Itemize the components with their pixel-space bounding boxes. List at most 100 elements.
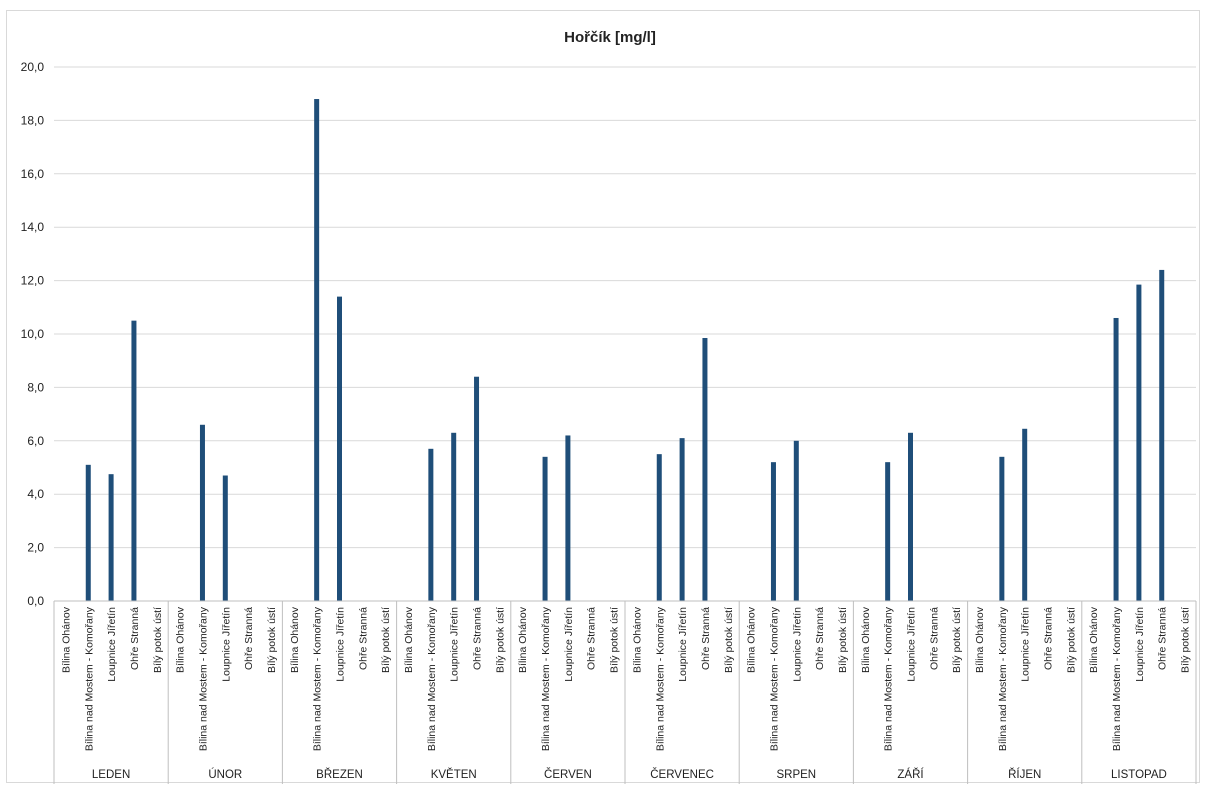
x-category-label: Loupnice Jířetín (106, 607, 118, 682)
x-category-label: Bílina Ohánov (60, 606, 72, 673)
bar (108, 474, 114, 601)
x-category-label: Bílý potok ústí (1180, 607, 1192, 673)
x-group-label: BŘEZEN (316, 768, 363, 781)
x-group-label: ÚNOR (208, 768, 242, 781)
x-category-label: Bílina Ohánov (289, 606, 301, 673)
bar (1113, 317, 1119, 601)
bar (885, 462, 891, 601)
x-category-label: Ohře Stranná (129, 607, 141, 670)
x-group-label: ČERVENEC (650, 768, 714, 781)
bar (85, 464, 91, 601)
x-category-label: Bílina Ohánov (517, 606, 529, 673)
x-category-label: Bílina Ohánov (175, 606, 187, 673)
bar (770, 462, 776, 601)
x-category-label: Bílý potok ústí (723, 607, 735, 673)
x-category-label: Bílý potok ústí (380, 607, 392, 673)
x-category-label: Bílina Ohánov (974, 606, 986, 673)
x-category-label: Bílina Ohánov (860, 606, 872, 673)
x-category-label: Bílina Ohánov (631, 606, 643, 673)
x-category-label: Bílina Ohánov (1088, 606, 1100, 673)
bar (565, 435, 571, 601)
x-category-label: Bílý potok ústí (266, 607, 278, 673)
x-category-label: Ohře Stranná (928, 607, 940, 670)
bar (679, 438, 685, 601)
x-category-label: Bílina nad Mostem - Komořany (540, 606, 552, 751)
y-tick-label: 16,0 (21, 167, 45, 181)
y-tick-label: 8,0 (27, 380, 44, 394)
x-category-label: Bílina nad Mostem - Komořany (883, 606, 895, 751)
x-category-label: Ohře Stranná (472, 607, 484, 670)
y-tick-label: 18,0 (21, 113, 45, 127)
x-category-label: Bílina Ohánov (403, 606, 415, 673)
chart-frame (6, 10, 1200, 783)
chart-title: Hořčík [mg/l] (564, 29, 656, 46)
x-category-label: Ohře Stranná (814, 607, 826, 670)
x-group-label: KVĚTEN (431, 768, 477, 781)
x-category-label: Loupnice Jířetín (449, 607, 461, 682)
y-tick-label: 0,0 (27, 594, 44, 608)
x-category-label: Loupnice Jířetín (791, 607, 803, 682)
x-category-label: Bílý potok ústí (609, 607, 621, 673)
x-category-label: Ohře Stranná (700, 607, 712, 670)
bar (908, 432, 913, 601)
x-group-label: ČERVEN (544, 768, 592, 781)
y-tick-label: 20,0 (21, 60, 45, 74)
bar (542, 456, 548, 601)
y-tick-label: 6,0 (27, 434, 44, 448)
bar (793, 440, 799, 601)
x-category-label: Bílina nad Mostem - Komořany (654, 606, 666, 751)
bar (999, 456, 1005, 601)
x-category-label: Bílý potok ústí (951, 607, 963, 673)
x-group-label: LISTOPAD (1111, 769, 1167, 781)
bar (222, 475, 228, 601)
y-tick-label: 4,0 (27, 487, 44, 501)
x-category-label: Bílina nad Mostem - Komořany (1111, 606, 1123, 751)
bar (656, 454, 662, 601)
x-category-label: Loupnice Jířetín (563, 607, 575, 682)
x-category-label: Bílina nad Mostem - Komořany (83, 606, 95, 751)
bar (474, 376, 480, 601)
bar (1159, 269, 1165, 601)
y-tick-label: 2,0 (27, 541, 44, 555)
x-category-label: Bílina nad Mostem - Komořany (768, 606, 780, 751)
x-category-label: Ohře Stranná (357, 607, 369, 670)
x-category-label: Bílý potok ústí (152, 607, 164, 673)
bars (85, 99, 1165, 601)
bar (702, 338, 708, 601)
x-category-label: Loupnice Jířetín (335, 607, 347, 682)
x-group-label: LEDEN (92, 769, 130, 781)
bar (451, 432, 457, 601)
y-tick-label: 14,0 (21, 220, 45, 234)
y-tick-label: 12,0 (21, 274, 45, 288)
x-category-label: Ohře Stranná (586, 607, 598, 670)
bar (131, 320, 137, 601)
bar (1022, 428, 1028, 601)
bar (314, 99, 320, 601)
x-axis: Bílina Ohánov Bílina nad Mostem - Komořan… (53, 600, 1197, 784)
x-category-label: Bílina nad Mostem - Komořany (312, 606, 324, 751)
x-category-label: Bílý potok ústí (1065, 607, 1077, 673)
x-category-label: Ohře Stranná (1043, 607, 1055, 670)
x-group-label: SRPEN (776, 769, 816, 781)
bar (337, 296, 342, 601)
x-category-label: Loupnice Jířetín (906, 607, 918, 682)
y-tick-label: 10,0 (21, 327, 45, 341)
x-category-label: Ohře Stranná (1157, 607, 1169, 670)
x-category-label: Loupnice Jířetín (1134, 607, 1146, 682)
y-axis-ticks: 0,0 2,0 4,0 6,0 8,0 10,0 12,0 14,0 16,0 18,0 20,0 (21, 60, 45, 608)
bar (428, 448, 434, 601)
x-category-label: Bílina nad Mostem - Komořany (426, 606, 438, 751)
x-group-label: ZÁŘÍ (897, 768, 924, 781)
x-group-label: ŘÍJEN (1008, 768, 1041, 781)
x-category-label: Loupnice Jířetín (677, 607, 689, 682)
bar (1136, 284, 1142, 601)
x-category-label: Bílina nad Mostem - Komořany (197, 606, 209, 751)
x-category-label: Bílý potok ústí (837, 607, 849, 673)
x-category-label: Loupnice Jířetín (1020, 607, 1032, 682)
bar (199, 424, 205, 601)
x-category-label: Bílina Ohánov (746, 606, 758, 673)
x-category-label: Ohře Stranná (243, 607, 255, 670)
x-category-label: Bílý potok ústí (494, 607, 506, 673)
